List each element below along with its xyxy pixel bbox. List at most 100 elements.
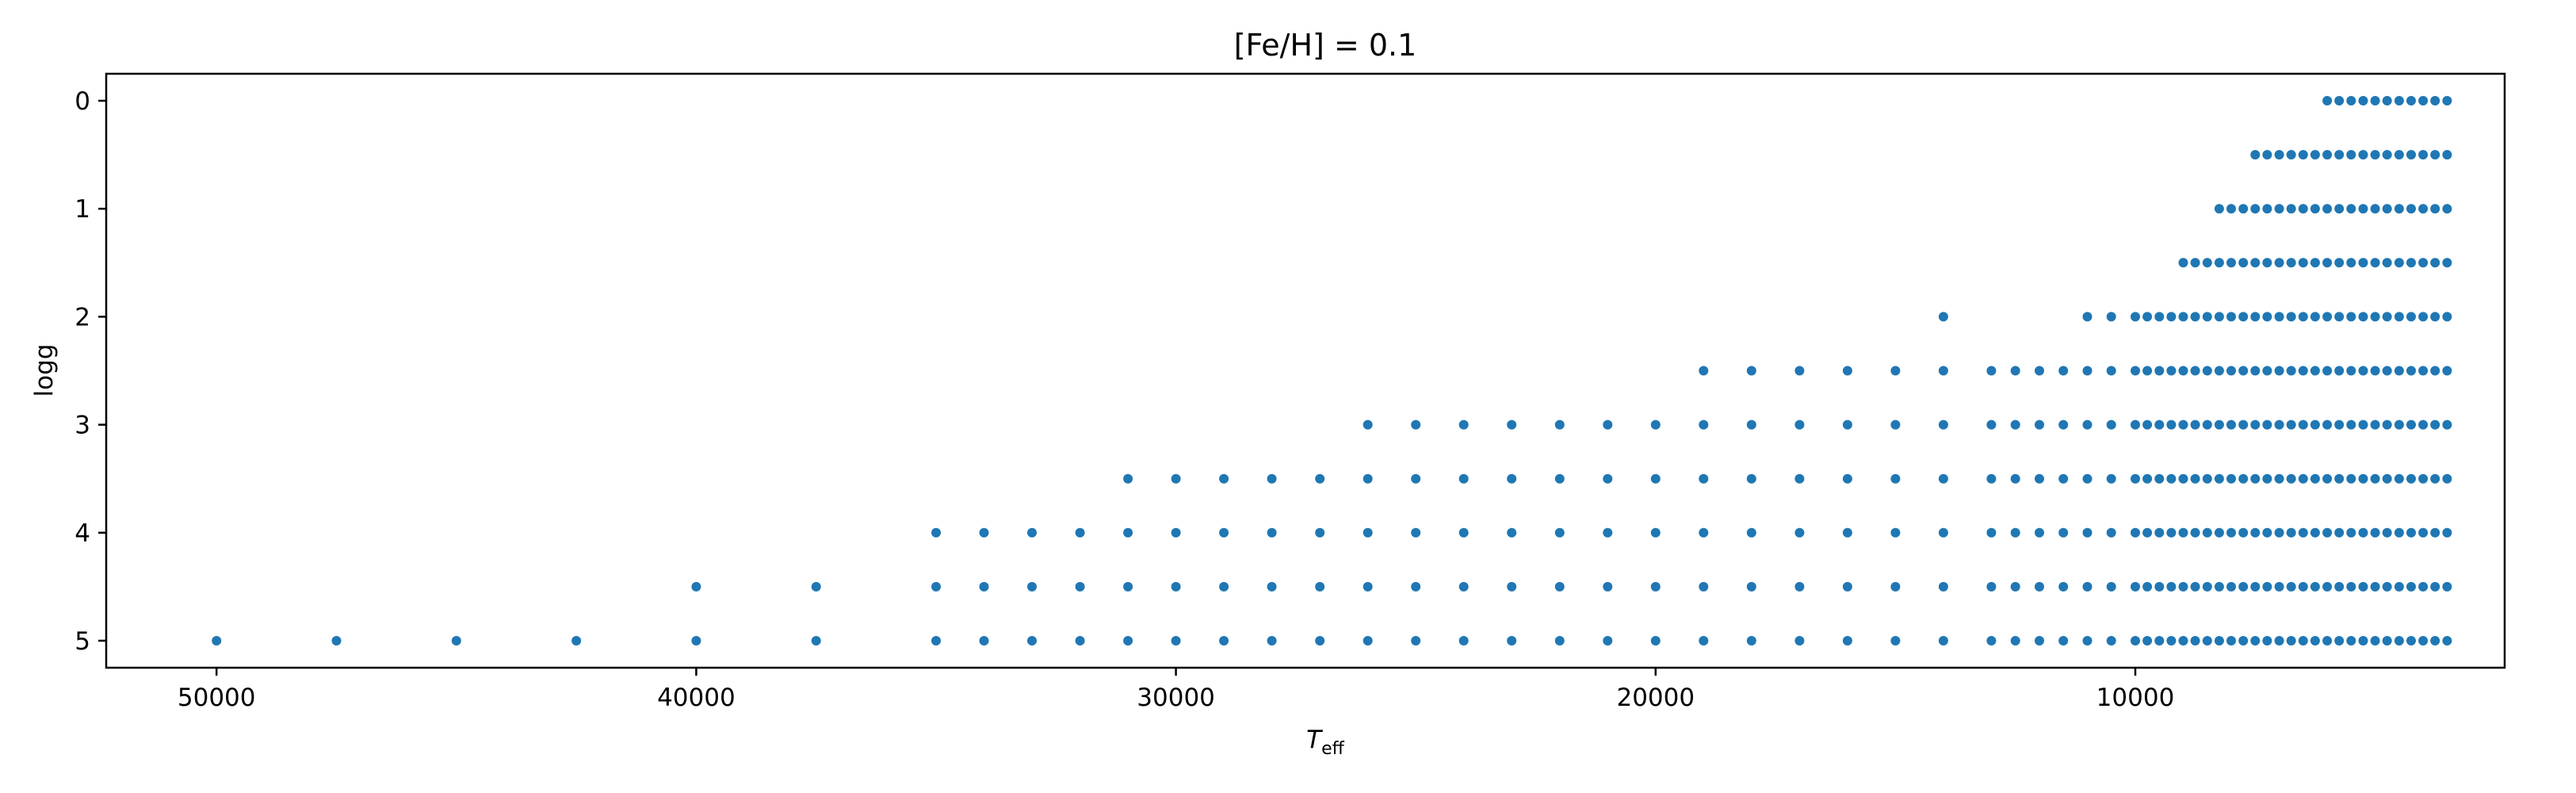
data-point (2154, 581, 2165, 592)
data-point (2214, 312, 2224, 322)
data-point (2406, 527, 2416, 538)
data-point (2154, 366, 2165, 376)
data-point (1986, 527, 1997, 538)
data-point (1123, 527, 1133, 538)
data-point (2334, 473, 2345, 484)
data-point (1794, 581, 1805, 592)
data-point (2406, 204, 2416, 214)
data-point (2142, 312, 2153, 322)
data-point (1027, 527, 1037, 538)
data-point (2202, 419, 2212, 430)
data-point (2298, 204, 2308, 214)
data-point (2010, 473, 2020, 484)
data-point (2298, 150, 2308, 160)
data-point (2334, 366, 2345, 376)
data-point (1171, 473, 1181, 484)
data-point (2202, 312, 2212, 322)
x-tick-label: 30000 (1137, 684, 1215, 712)
data-point (2166, 473, 2177, 484)
data-point (1219, 636, 1229, 646)
data-point (1746, 419, 1756, 430)
data-point (2035, 366, 2044, 376)
data-point (1458, 581, 1469, 592)
data-point (2202, 636, 2212, 646)
data-point (2010, 419, 2020, 430)
data-point (2346, 96, 2356, 105)
data-point (1890, 419, 1901, 430)
data-point (1699, 366, 1709, 376)
data-point (2202, 527, 2212, 538)
data-point (2214, 527, 2224, 538)
data-point (2346, 150, 2356, 160)
data-point (2082, 419, 2093, 430)
data-point (2370, 366, 2380, 376)
data-point (1699, 419, 1709, 430)
data-point (1746, 636, 1756, 646)
data-point (2298, 419, 2308, 430)
data-point (2430, 366, 2440, 376)
data-point (1315, 473, 1325, 484)
data-point (2190, 527, 2200, 538)
data-point (1027, 581, 1037, 592)
data-point (2142, 473, 2153, 484)
x-tick-label: 10000 (2096, 684, 2175, 712)
data-point (2418, 96, 2429, 105)
data-point (2274, 150, 2284, 160)
data-point (2154, 527, 2165, 538)
data-point (979, 636, 989, 646)
data-point (2035, 473, 2044, 484)
data-point (2226, 366, 2236, 376)
data-point (1603, 419, 1613, 430)
y-tick-label: 1 (75, 195, 90, 224)
data-point (2262, 473, 2272, 484)
data-point (2346, 473, 2356, 484)
data-point (2190, 312, 2200, 322)
data-point (2131, 312, 2140, 322)
data-point (2238, 204, 2249, 214)
data-point (1938, 581, 1948, 592)
data-point (2286, 150, 2296, 160)
data-point (2106, 419, 2116, 430)
data-point (1363, 636, 1373, 646)
data-point (2154, 312, 2165, 322)
data-point (2442, 96, 2452, 105)
data-point (2298, 258, 2308, 268)
data-point (2394, 258, 2404, 268)
data-point (2442, 636, 2452, 646)
data-point (2310, 258, 2320, 268)
data-point (2262, 366, 2272, 376)
data-point (2442, 258, 2452, 268)
data-point (2262, 581, 2272, 592)
data-point (1507, 636, 1517, 646)
x-axis-label: Teff (1306, 726, 1344, 759)
data-point (2382, 96, 2392, 105)
data-point (2226, 204, 2236, 214)
data-point (2010, 366, 2020, 376)
data-point (2058, 366, 2069, 376)
y-axis-ticks: 0 1 2 3 4 5 (75, 87, 106, 656)
data-point (2358, 419, 2368, 430)
data-point (2226, 473, 2236, 484)
data-point (1986, 366, 1997, 376)
data-point (2262, 312, 2272, 322)
data-point (2178, 419, 2188, 430)
data-point (2334, 258, 2345, 268)
data-point (2190, 258, 2200, 268)
data-point (1986, 636, 1997, 646)
data-point (2442, 150, 2452, 160)
data-point (2322, 258, 2333, 268)
data-point (2226, 527, 2236, 538)
data-point (1554, 419, 1565, 430)
data-point (2131, 473, 2140, 484)
data-point (2358, 527, 2368, 538)
data-point (2406, 258, 2416, 268)
data-point (1603, 473, 1613, 484)
data-point (1650, 419, 1661, 430)
data-point (2238, 419, 2249, 430)
data-point (2346, 312, 2356, 322)
data-point (2370, 312, 2380, 322)
data-point (2310, 636, 2320, 646)
data-point (2142, 366, 2153, 376)
x-tick-label: 40000 (657, 684, 736, 712)
data-point (2250, 150, 2261, 160)
